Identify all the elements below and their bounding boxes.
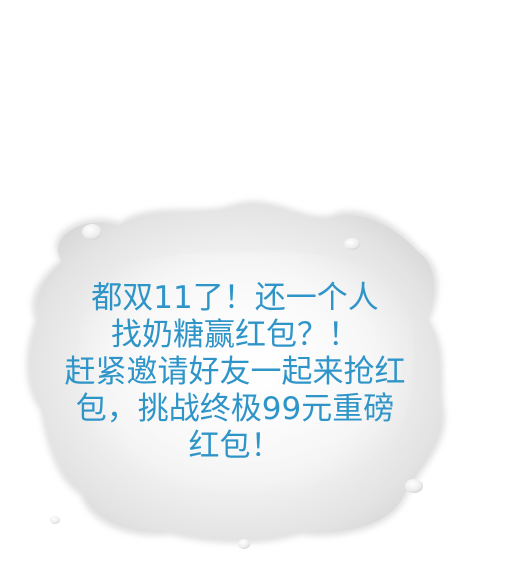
promo-message: 都双11了！还一个人 找奶糖赢红包？！ 赶紧邀请好友一起来抢红 包，挑战终极99…: [20, 280, 450, 465]
milk-drop-top: [344, 238, 360, 250]
milk-drop-left: [82, 224, 102, 240]
promo-line-5: 红包！: [188, 428, 282, 464]
promo-line-2: 找奶糖赢红包？！: [111, 317, 359, 353]
promo-line-4: 包，挑战终极99元重磅: [75, 391, 395, 427]
milk-drop-bottom: [238, 539, 250, 549]
milk-drop-bottom-right: [405, 479, 423, 493]
splash-sheen: [78, 251, 414, 499]
promo-line-3: 赶紧邀请好友一起来抢红: [64, 354, 406, 390]
milk-drop-left-low: [50, 516, 60, 524]
promo-line-1: 都双11了！还一个人: [91, 280, 379, 316]
